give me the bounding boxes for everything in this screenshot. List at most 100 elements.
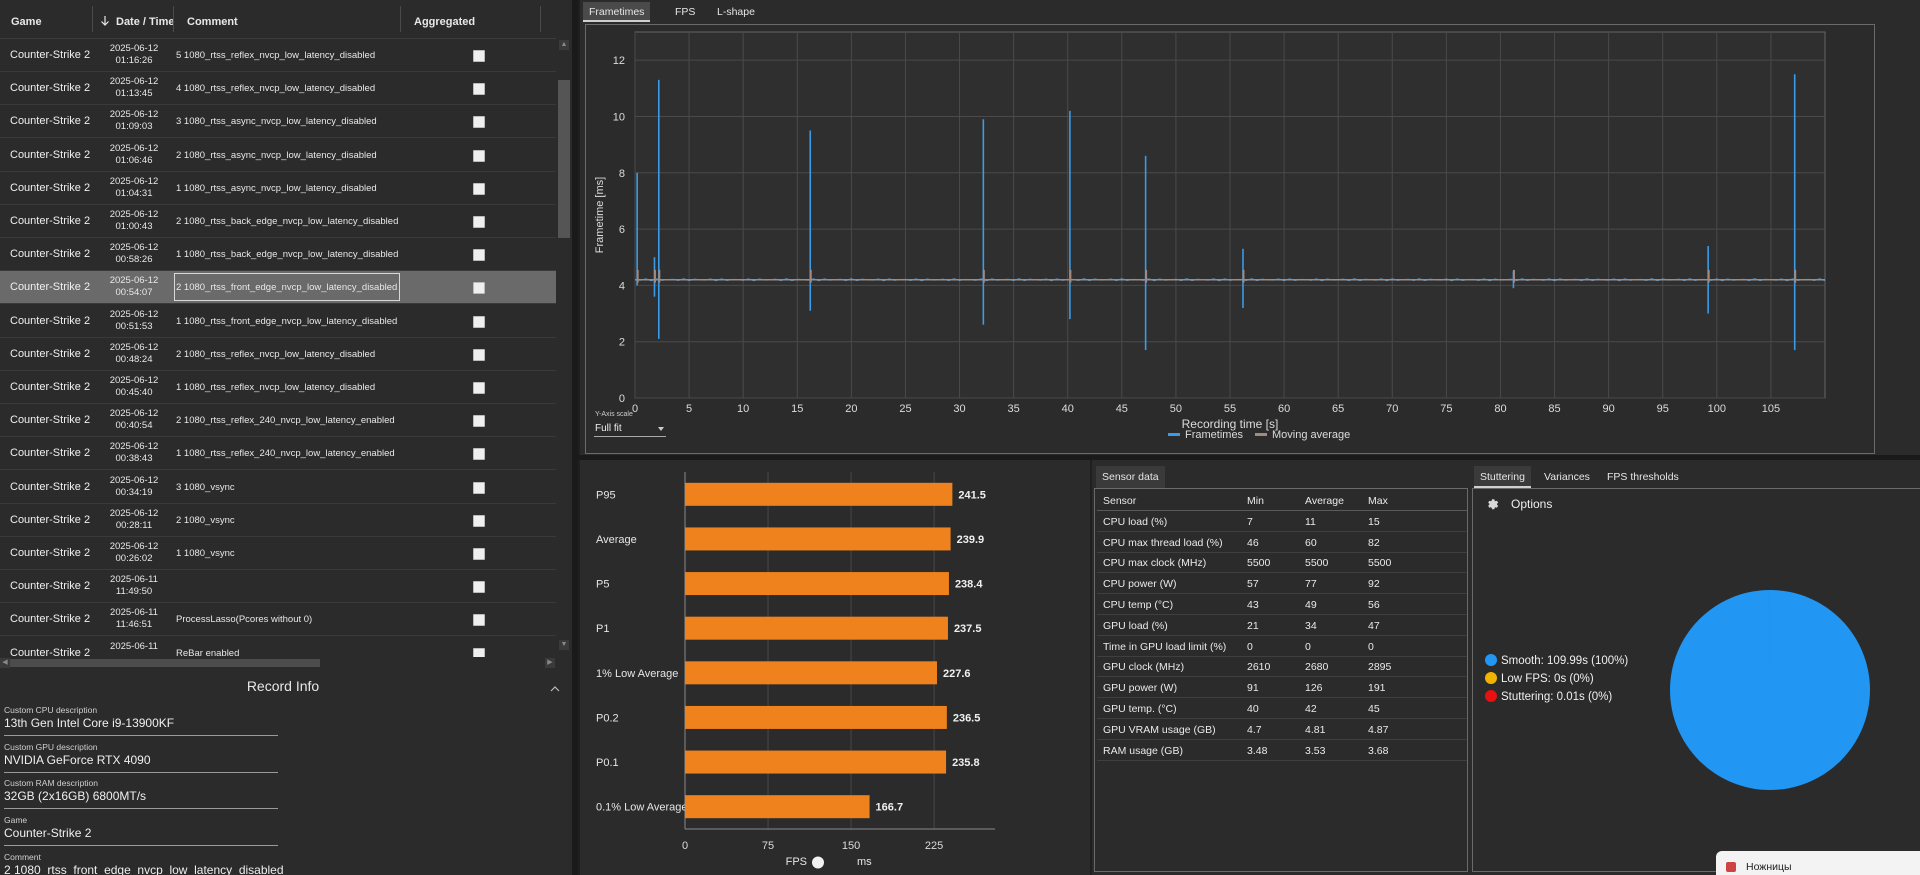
sensor-header-cell[interactable]: Min [1247,495,1264,507]
game-field[interactable]: Game Counter-Strike 2 [4,815,278,846]
table-row[interactable]: Counter-Strike 2 2025-06-12 00:26:02 1 1080… [0,537,556,570]
aggregated-checkbox[interactable] [473,548,485,560]
fps-statistics-chart[interactable]: 0 75 150 225 P95 241.5 Average 239.9 P5 238.4 P1 23… [580,460,1090,875]
scroll-right-icon[interactable]: ▶ [545,658,555,668]
aggregated-checkbox[interactable] [473,182,485,195]
vertical-splitter[interactable] [572,0,578,875]
horizontal-splitter[interactable] [578,455,1920,460]
field-value[interactable]: 32GB (2x16GB) 6800MT/s [4,789,147,803]
taskbar-label[interactable]: Ножницы [1746,861,1792,873]
aggregated-checkbox[interactable] [473,282,485,295]
aggregated-checkbox[interactable] [473,249,485,262]
table-row[interactable]: Counter-Strike 2 2025-06-12 01:16:26 5 1080… [0,39,556,72]
header-comment[interactable]: Comment [187,16,238,28]
chevron-up-icon[interactable] [550,684,560,694]
table-row[interactable]: Counter-Strike 2 2025-06-12 00:34:19 3 1080… [0,471,556,504]
table-row[interactable]: Counter-Strike 2 2025-06-12 00:40:54 2 1080… [0,404,556,438]
aggregated-checkbox[interactable] [473,348,485,361]
aggregated-checkbox[interactable] [473,315,485,328]
aggregated-checkbox[interactable] [473,514,485,527]
table-row[interactable]: Counter-Strike 2 2025-06-12 01:13:45 4 1080… [0,72,556,106]
field-value[interactable]: Counter-Strike 2 [4,826,92,840]
gpu-description-field[interactable]: Custom GPU description NVIDIA GeForce RT… [4,742,278,773]
cell-comment[interactable]: 5 1080_rtss_reflex_nvcp_low_latency_disa… [176,50,376,61]
scroll-down-icon[interactable]: ▼ [559,640,569,650]
aggregated-checkbox[interactable] [473,647,485,657]
tab-l-shape[interactable]: L-shape [717,6,755,18]
table-row[interactable]: Counter-Strike 2 2025-06-12 00:28:11 2 1080… [0,504,556,537]
tab-sensor-data[interactable]: Sensor data [1096,466,1165,488]
column-separator[interactable] [400,6,401,32]
tab-fps[interactable]: FPS [675,6,696,18]
table-row[interactable]: Counter-Strike 2 2025-06-12 00:58:26 1 1080… [0,238,556,272]
field-value[interactable]: 2 1080_rtss_front_edge_nvcp_low_latency_… [4,863,284,875]
sensor-header-cell[interactable]: Sensor [1103,495,1137,507]
scroll-left-icon[interactable]: ◀ [0,658,10,668]
sort-down-icon[interactable] [100,15,110,27]
table-row[interactable]: Counter-Strike 2 2025-06-12 01:09:03 3 1080… [0,105,556,139]
options-label[interactable]: Options [1511,497,1553,511]
ram-description-field[interactable]: Custom RAM description 32GB (2x16GB) 680… [4,778,278,809]
table-row[interactable]: Counter-Strike 2 2025-06-11 11:46:51 Proces… [0,603,556,637]
cell-comment[interactable]: 2 1080_rtss_async_nvcp_low_latency_disab… [176,149,377,161]
tab-variances[interactable]: Variances [1544,471,1590,483]
aggregated-checkbox[interactable] [473,50,485,62]
cell-comment[interactable]: 4 1080_rtss_reflex_nvcp_low_latency_disa… [176,83,376,95]
cell-comment[interactable]: 3 1080_rtss_async_nvcp_low_latency_disab… [176,116,377,128]
table-horizontal-scroll-thumb[interactable] [10,659,320,667]
y-axis-scale-dropdown[interactable]: Full fit [594,421,666,437]
frametimes-chart[interactable]: 0 5 10 15 20 25 30 35 40 45 50 55 60 65 70 75 80 85 90 95 10… [585,24,1875,454]
cell-comment[interactable]: 1 1080_rtss_reflex_240_nvcp_low_latency_… [176,448,395,460]
aggregated-checkbox[interactable] [473,83,485,96]
cell-comment[interactable]: 1 1080_vsync [176,548,235,559]
taskbar-snipping-tool[interactable] [1716,851,1920,875]
header-aggregated[interactable]: Aggregated [414,16,476,28]
table-row[interactable]: Counter-Strike 2 2025-06-12 01:04:31 1 1080… [0,172,556,205]
chevron-down-icon[interactable] [658,427,664,431]
scroll-up-icon[interactable]: ▲ [559,40,569,50]
table-row[interactable]: Counter-Strike 2 2025-06-12 00:38:43 1 1080… [0,437,556,471]
aggregated-checkbox[interactable] [473,614,485,627]
tab-stuttering[interactable]: Stuttering [1474,466,1531,488]
cpu-description-field[interactable]: Custom CPU description 13th Gen Intel Co… [4,705,278,736]
aggregated-checkbox[interactable] [473,116,485,129]
aggregated-checkbox[interactable] [473,481,485,494]
cell-comment[interactable]: 2 1080_rtss_reflex_240_nvcp_low_latency_… [176,415,395,427]
aggregated-checkbox[interactable] [473,382,485,394]
aggregated-checkbox[interactable] [473,448,485,461]
table-row[interactable]: Counter-Strike 2 2025-06-12 00:48:24 2 1080… [0,338,556,371]
cell-comment[interactable]: 1 1080_rtss_reflex_nvcp_low_latency_disa… [176,382,376,393]
toggle-knob[interactable] [812,856,824,869]
table-row[interactable]: Counter-Strike 2 2025-06-12 01:00:43 2 1080… [0,205,556,238]
column-separator[interactable] [173,6,174,32]
table-row[interactable]: Counter-Strike 2 2025-06-11 ReBar enabled [0,637,556,657]
column-separator[interactable] [540,6,541,32]
field-value[interactable]: NVIDIA GeForce RTX 4090 [4,753,151,767]
gear-icon[interactable] [1485,496,1499,510]
aggregated-checkbox[interactable] [473,581,485,594]
tab-frametimes[interactable]: Frametimes [583,2,651,22]
comment-field[interactable]: Comment 2 1080_rtss_front_edge_nvcp_low_… [4,852,284,875]
tab-fps-thresholds[interactable]: FPS thresholds [1607,471,1679,483]
column-separator[interactable] [92,6,93,32]
aggregated-checkbox[interactable] [473,216,485,228]
field-value[interactable]: 13th Gen Intel Core i9-13900KF [4,716,175,730]
table-vertical-scroll-thumb[interactable] [558,80,570,238]
aggregated-checkbox[interactable] [473,415,485,428]
cell-comment[interactable]: ReBar enabled [176,647,240,657]
table-row[interactable]: Counter-Strike 2 2025-06-12 01:06:46 2 1080… [0,139,556,172]
header-game[interactable]: Game [11,16,42,28]
table-row[interactable]: Counter-Strike 2 2025-06-12 00:45:40 1 1080… [0,371,556,404]
sensor-header-cell[interactable]: Max [1368,495,1388,507]
table-row[interactable]: Counter-Strike 2 2025-06-11 11:49:50 [0,570,556,604]
table-row[interactable]: Counter-Strike 2 2025-06-12 00:54:07 2 1080… [0,271,556,305]
cell-comment[interactable]: 3 1080_vsync [176,481,235,493]
aggregated-checkbox[interactable] [473,149,485,162]
cell-comment[interactable]: 2 1080_rtss_reflex_nvcp_low_latency_disa… [176,348,376,360]
sensor-header-cell[interactable]: Average [1305,495,1344,507]
cell-comment[interactable]: 1 1080_rtss_back_edge_nvcp_low_latency_d… [176,249,399,261]
cell-comment[interactable]: 2 1080_rtss_front_edge_nvcp_low_latency_… [176,282,398,294]
cell-comment[interactable]: ProcessLasso(Pcores without 0) [176,614,313,626]
cell-comment[interactable]: 2 1080_vsync [176,514,235,526]
cell-comment[interactable]: 1 1080_rtss_async_nvcp_low_latency_disab… [176,182,377,194]
